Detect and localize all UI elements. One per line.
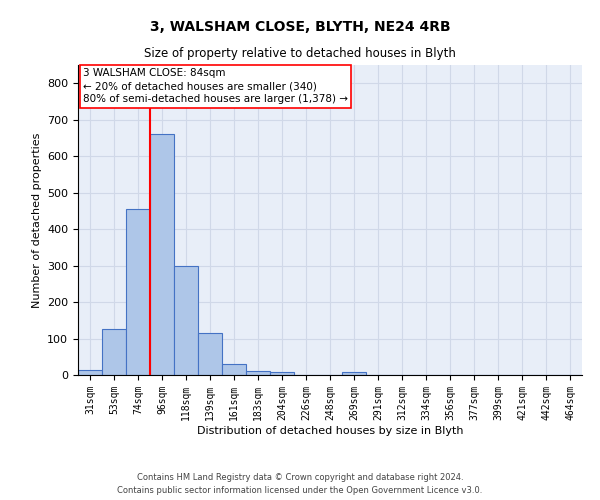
Bar: [198, 333, 222, 375]
Text: Size of property relative to detached houses in Blyth: Size of property relative to detached ho…: [144, 48, 456, 60]
Y-axis label: Number of detached properties: Number of detached properties: [32, 132, 41, 308]
Text: Contains HM Land Registry data © Crown copyright and database right 2024.
Contai: Contains HM Land Registry data © Crown c…: [118, 474, 482, 495]
Bar: [174, 266, 198, 375]
Bar: [246, 370, 270, 375]
Bar: [102, 330, 126, 375]
X-axis label: Distribution of detached houses by size in Blyth: Distribution of detached houses by size …: [197, 426, 463, 436]
Text: 3 WALSHAM CLOSE: 84sqm
← 20% of detached houses are smaller (340)
80% of semi-de: 3 WALSHAM CLOSE: 84sqm ← 20% of detached…: [83, 68, 348, 104]
Bar: [270, 372, 294, 375]
Bar: [126, 209, 150, 375]
Bar: [78, 370, 102, 375]
Bar: [150, 134, 174, 375]
Bar: [342, 372, 366, 375]
Bar: [222, 364, 246, 375]
Text: 3, WALSHAM CLOSE, BLYTH, NE24 4RB: 3, WALSHAM CLOSE, BLYTH, NE24 4RB: [149, 20, 451, 34]
